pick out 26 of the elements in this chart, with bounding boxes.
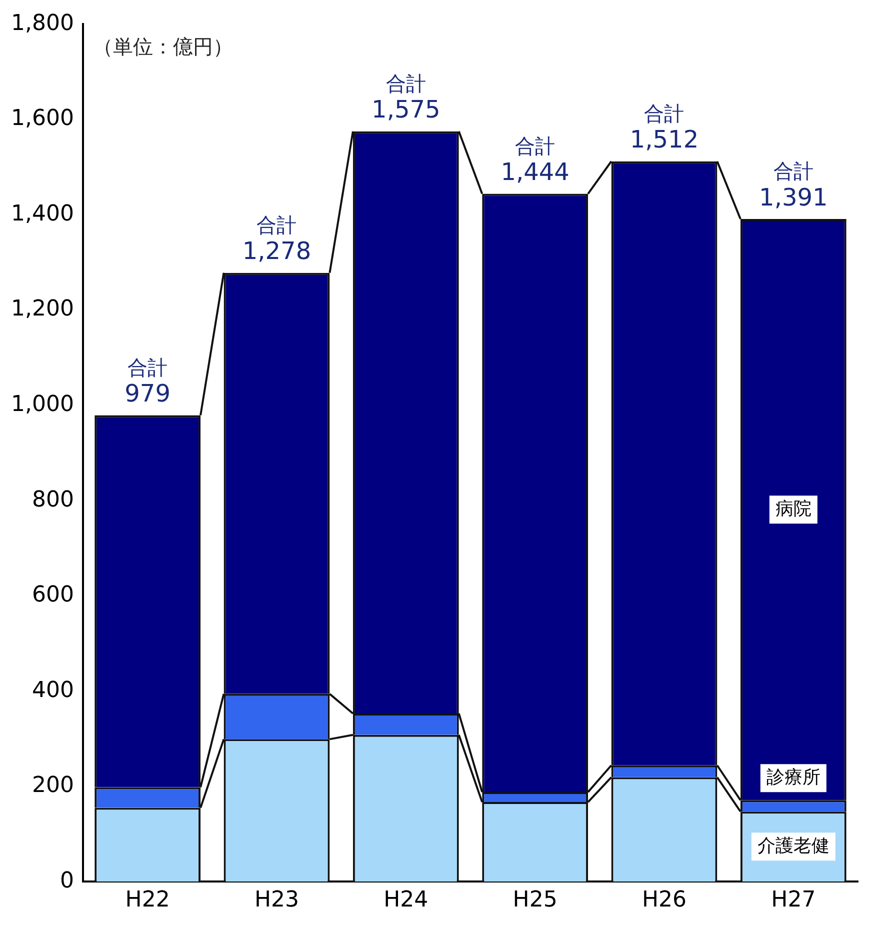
total-label: 合計 1,512	[630, 102, 699, 154]
y-tick-label: 200	[32, 773, 74, 798]
x-tick-label: H23	[254, 888, 300, 913]
total-label: 合計 1,278	[242, 213, 312, 266]
y-tick-label: 600	[32, 582, 74, 608]
y-tick-label: 1,200	[10, 296, 74, 322]
x-tick-label: H26	[642, 888, 687, 913]
y-tick-label: 0	[60, 868, 74, 894]
y-tick-label: 1,800	[10, 10, 74, 36]
x-tick-label: H22	[125, 888, 170, 913]
x-tick-label: H27	[771, 888, 816, 913]
x-tick-label: H24	[384, 888, 428, 913]
y-tick-label: 800	[32, 487, 74, 512]
series-label: 介護老健	[757, 835, 830, 856]
series-label: 診療所	[766, 766, 820, 788]
y-tick-label: 400	[32, 678, 74, 703]
x-tick-label: H25	[512, 888, 558, 913]
total-label: 合計 1,444	[500, 134, 570, 186]
series-label: 病院	[775, 498, 812, 520]
y-tick-label: 1,600	[10, 106, 74, 132]
y-tick-label: 1,400	[10, 201, 74, 226]
y-tick-label: 1,000	[10, 392, 74, 417]
total-label: 合計 1,391	[759, 159, 828, 212]
annotation: （単位：億円）	[92, 34, 233, 58]
total-label: 合計 1,575	[372, 72, 440, 124]
total-label: 合計 979	[124, 355, 170, 408]
